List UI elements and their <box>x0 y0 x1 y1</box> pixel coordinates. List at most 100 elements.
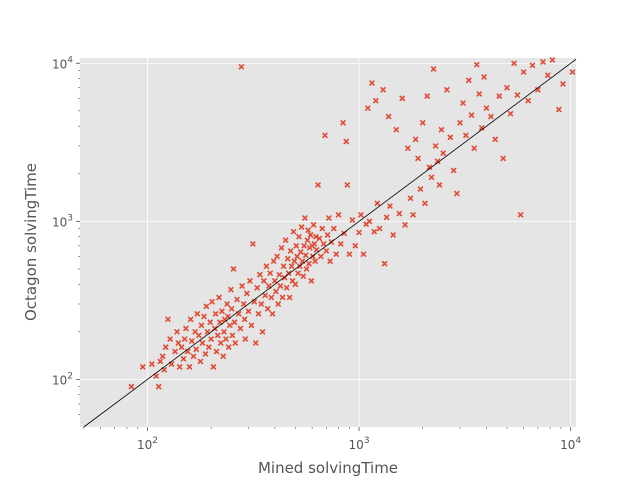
data-point <box>340 119 346 126</box>
data-point <box>311 240 318 247</box>
data-point <box>352 242 359 249</box>
data-point <box>393 126 400 133</box>
data-point <box>330 225 337 232</box>
data-point <box>242 336 249 343</box>
minor-ticks <box>78 70 562 429</box>
data-point <box>407 195 414 202</box>
data-point <box>280 263 287 270</box>
data-point <box>371 228 378 235</box>
data-point <box>301 215 308 221</box>
data-point <box>205 344 212 351</box>
data-point <box>225 344 232 351</box>
data-point <box>282 237 289 244</box>
data-point <box>252 340 259 346</box>
data-point <box>376 225 383 232</box>
data-point <box>284 255 291 262</box>
data-point <box>209 298 216 305</box>
data-point <box>305 227 312 234</box>
data-point <box>232 340 239 346</box>
x-tick-label: 103 <box>349 436 370 452</box>
data-point <box>219 308 225 315</box>
data-point <box>450 167 457 174</box>
data-point <box>306 260 312 267</box>
data-point <box>304 237 311 244</box>
data-point <box>514 92 521 98</box>
data-point <box>251 298 258 305</box>
data-point <box>430 66 437 72</box>
data-point <box>549 56 556 63</box>
data-point <box>529 62 536 69</box>
data-point <box>231 319 238 326</box>
data-point <box>201 313 207 320</box>
data-point <box>381 260 388 267</box>
data-point <box>288 263 295 270</box>
data-point <box>415 155 421 162</box>
data-point <box>220 353 227 360</box>
data-point <box>385 113 392 120</box>
data-point <box>184 348 191 355</box>
data-point <box>327 258 334 265</box>
data-point <box>569 69 576 76</box>
data-point <box>319 225 326 232</box>
data-point <box>190 353 197 360</box>
data-point <box>343 138 350 145</box>
data-point <box>325 215 332 221</box>
data-point <box>517 211 524 218</box>
data-point <box>217 340 224 346</box>
data-point <box>402 221 409 228</box>
data-point <box>465 77 472 84</box>
data-point <box>303 265 310 272</box>
data-point <box>199 340 206 346</box>
data-point <box>555 106 562 113</box>
data-point <box>443 86 450 93</box>
y-axis-label: Octagon solvingTime <box>22 163 40 321</box>
data-point <box>275 301 282 307</box>
data-point <box>412 136 419 143</box>
data-point <box>481 73 488 80</box>
data-point <box>264 305 271 312</box>
data-point <box>312 233 319 240</box>
data-point <box>333 251 340 258</box>
data-point <box>210 363 217 370</box>
data-point <box>212 310 219 317</box>
data-point <box>223 336 229 343</box>
data-point <box>344 181 351 188</box>
data-point <box>234 296 240 303</box>
data-point <box>383 214 390 221</box>
data-point <box>447 134 454 141</box>
data-point <box>229 332 236 339</box>
data-point <box>374 200 381 207</box>
data-point <box>473 61 480 68</box>
data-point <box>263 263 270 270</box>
data-point <box>349 217 356 223</box>
x-tick-label: 104 <box>560 436 581 452</box>
data-point <box>197 358 204 365</box>
data-point <box>245 308 252 315</box>
data-point <box>258 301 265 307</box>
data-point <box>262 292 269 299</box>
data-point <box>237 325 244 332</box>
data-point <box>295 233 302 240</box>
data-point <box>323 247 330 254</box>
data-point <box>298 224 305 231</box>
data-point <box>357 211 364 218</box>
data-point <box>419 119 426 126</box>
data-point <box>335 211 342 218</box>
data-point <box>174 328 181 335</box>
data-point <box>468 112 475 119</box>
x-tick-label: 102 <box>137 436 158 452</box>
data-point <box>317 253 324 260</box>
data-point <box>387 203 393 209</box>
data-point <box>301 242 308 249</box>
data-point <box>295 270 302 277</box>
data-point <box>404 145 411 152</box>
data-point <box>162 344 169 351</box>
data-points <box>128 56 576 390</box>
plot-background <box>80 58 576 427</box>
data-point <box>324 232 331 238</box>
data-point <box>487 113 494 120</box>
data-point <box>181 336 188 343</box>
data-point <box>194 310 201 317</box>
data-point <box>457 119 463 126</box>
